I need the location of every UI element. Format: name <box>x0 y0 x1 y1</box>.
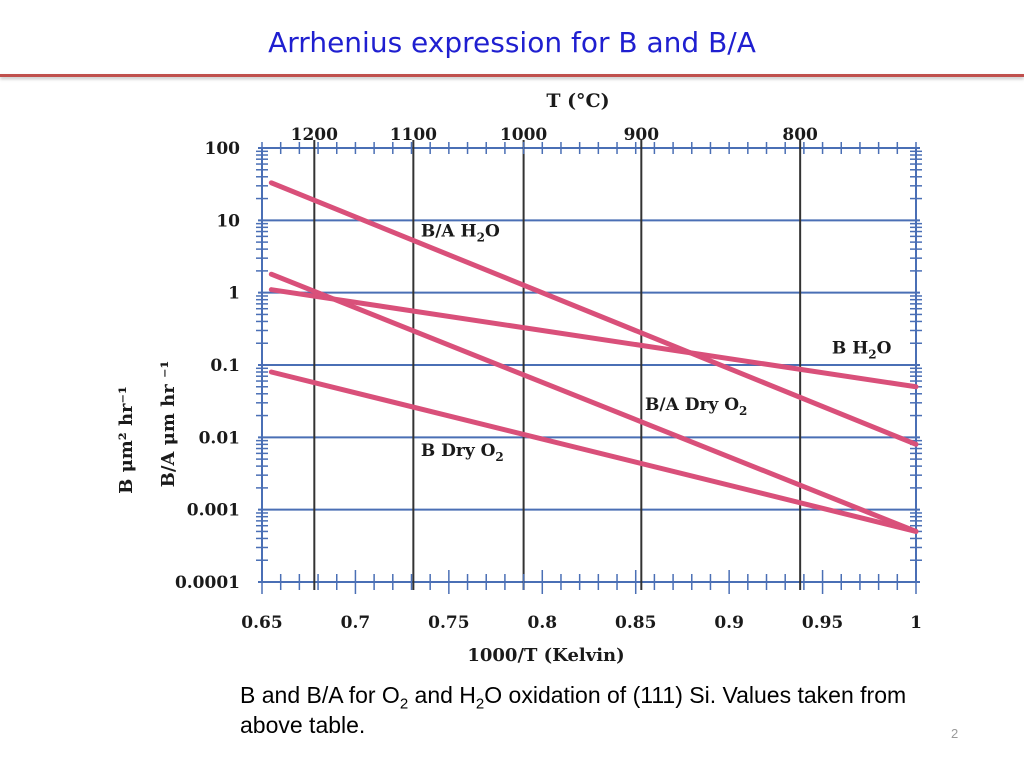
series-line <box>268 369 919 534</box>
x-axis-label: 1000/T (Kelvin) <box>467 645 624 666</box>
y-tick-label: 0.1 <box>210 356 240 376</box>
x-tick-label: 1 <box>910 613 922 633</box>
series-label: B H2O <box>832 338 892 361</box>
x-tick-label: 0.9 <box>714 613 744 633</box>
y-axis-label-ba: B/A μm hr ⁻¹ <box>158 361 179 488</box>
top-axis-label: T (°C) <box>546 90 609 112</box>
series-line <box>268 271 919 534</box>
top-tick-label: 1100 <box>390 125 437 145</box>
arrhenius-chart: T (°C) 1000/T (Kelvin) B μm² hr⁻¹ B/A μm… <box>116 90 922 666</box>
x-tick-label: 0.8 <box>527 613 557 633</box>
x-tick-label: 0.85 <box>615 613 656 633</box>
y-tick-label: 1 <box>228 284 240 304</box>
y-tick-label: 0.01 <box>199 428 240 448</box>
y-tick-label: 0.0001 <box>175 573 240 593</box>
y-tick-label: 100 <box>205 139 241 159</box>
top-tick-label: 1200 <box>291 125 338 145</box>
slide-title: Arrhenius expression for B and B/A <box>268 26 756 59</box>
caption-sub-2: 2 <box>475 695 485 713</box>
caption-part-3: O oxidation of (111) Si. Values taken fr… <box>240 682 907 738</box>
top-tick-label: 800 <box>782 125 818 145</box>
series-line <box>268 287 919 390</box>
caption-part-1: B and B/A for O <box>240 682 400 708</box>
y-tick-label: 0.001 <box>187 501 240 521</box>
x-tick-label: 0.75 <box>428 613 469 633</box>
series-line <box>268 180 919 447</box>
top-tick-label: 900 <box>624 125 660 145</box>
x-tick-label: 0.95 <box>802 613 843 633</box>
top-tick-label: 1000 <box>500 125 547 145</box>
caption-part-2: and H <box>408 682 476 708</box>
series-label: B Dry O2 <box>421 441 504 464</box>
y-axis-label-b: B μm² hr⁻¹ <box>116 386 137 494</box>
caption-sub-1: 2 <box>399 695 409 713</box>
page-number: 2 <box>951 726 959 741</box>
figure: T (°C) 1000/T (Kelvin) B μm² hr⁻¹ B/A μm… <box>100 84 960 748</box>
title-rule <box>0 74 1024 77</box>
x-tick-label: 0.7 <box>341 613 371 633</box>
x-tick-label: 0.65 <box>241 613 282 633</box>
series-label: B/A H2O <box>421 221 500 244</box>
figure-caption: B and B/A for O2 and H2O oxidation of (1… <box>240 680 940 740</box>
series-label: B/A Dry O2 <box>645 395 747 418</box>
y-tick-label: 10 <box>216 211 240 231</box>
